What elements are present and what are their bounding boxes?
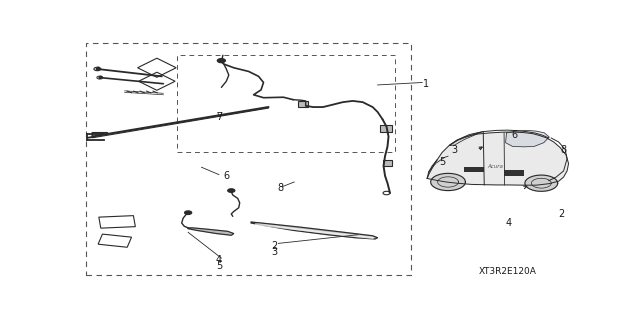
- Polygon shape: [506, 130, 549, 147]
- Polygon shape: [449, 132, 483, 145]
- Text: 2: 2: [558, 209, 564, 219]
- Text: Acura: Acura: [488, 164, 504, 169]
- Text: XT3R2E120A: XT3R2E120A: [479, 267, 536, 276]
- Text: 4: 4: [216, 255, 222, 265]
- Text: 4: 4: [506, 218, 512, 227]
- Bar: [99, 216, 135, 228]
- Text: 8: 8: [278, 183, 284, 193]
- Text: 5: 5: [439, 157, 445, 167]
- Circle shape: [228, 189, 235, 192]
- Text: 3: 3: [271, 247, 278, 257]
- Bar: [86, 43, 411, 275]
- Bar: [380, 125, 392, 132]
- Bar: [504, 170, 524, 176]
- Polygon shape: [431, 174, 465, 190]
- Text: 3: 3: [451, 145, 458, 155]
- Bar: [139, 72, 175, 90]
- Polygon shape: [251, 222, 378, 239]
- Bar: [465, 167, 484, 172]
- Text: 5: 5: [216, 261, 222, 271]
- Text: 6: 6: [223, 171, 229, 181]
- Bar: [383, 160, 392, 166]
- Bar: [138, 58, 176, 77]
- Text: 2: 2: [271, 241, 278, 251]
- Text: 7: 7: [216, 112, 222, 122]
- Circle shape: [218, 59, 225, 63]
- Text: 1: 1: [423, 79, 429, 89]
- Polygon shape: [188, 228, 234, 235]
- Text: 6: 6: [511, 130, 517, 140]
- Circle shape: [185, 211, 191, 214]
- Bar: [98, 234, 132, 247]
- Text: 8: 8: [561, 145, 566, 155]
- Polygon shape: [525, 175, 557, 191]
- Polygon shape: [428, 132, 568, 185]
- Bar: [298, 101, 308, 107]
- Bar: [177, 56, 395, 152]
